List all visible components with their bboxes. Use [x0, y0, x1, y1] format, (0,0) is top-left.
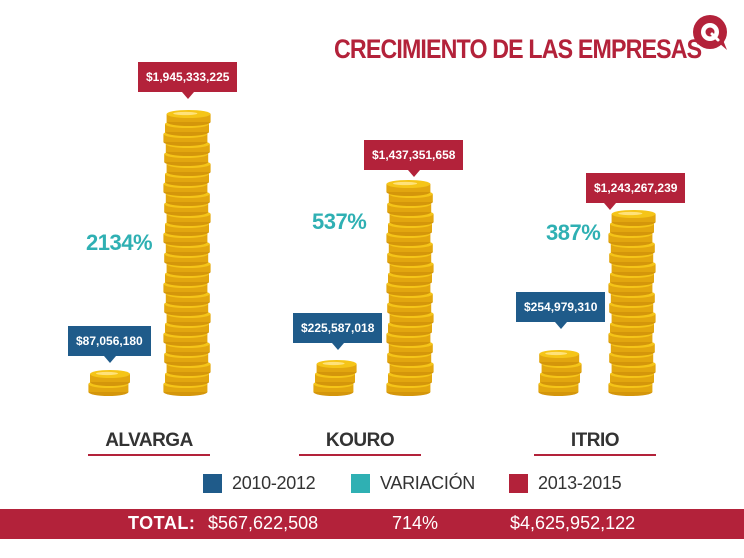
legend-label-variacion: VARIACIÓN — [380, 473, 475, 493]
stack-2013-2015-itrio-coin — [611, 210, 656, 226]
value-label-2010-2012-itrio: $254,979,310 — [516, 292, 606, 329]
chat-bubble-q-logo-icon — [693, 15, 727, 50]
legend-swatch-2013-2015 — [509, 474, 528, 493]
totals-label: TOTAL: — [128, 513, 196, 533]
stack-2013-2015-itrio — [608, 210, 656, 396]
coin-stacks — [88, 110, 656, 396]
variation-label-kouro: 537% — [312, 209, 367, 234]
total-2010-2012: $567,622,508 — [208, 513, 319, 533]
variation-label-itrio: 387% — [546, 220, 601, 245]
stack-2013-2015-kouro-coin — [386, 180, 431, 196]
stack-2010-2012-kouro — [313, 360, 357, 396]
stack-2010-2012-itrio — [538, 350, 582, 396]
stack-2010-2012-kouro-coin — [316, 360, 357, 376]
stack-2013-2015-alvarga — [163, 110, 211, 396]
stack-2010-2012-alvarga — [88, 370, 130, 396]
stack-2010-2012-alvarga-coin — [90, 370, 130, 386]
category-underline-alvarga — [88, 454, 210, 456]
value-label-2010-2012-alvarga: $87,056,180 — [68, 326, 151, 363]
legend-item-2010-2012: 2010-2012 — [203, 473, 316, 494]
category-underline-kouro — [299, 454, 421, 456]
variation-label-alvarga: 2134% — [86, 230, 153, 255]
legend: 2010-2012 VARIACIÓN 2013-2015 — [0, 473, 744, 497]
stack-2010-2012-itrio-coin — [539, 350, 580, 366]
value-label-2013-2015-kouro: $1,437,351,658 — [364, 140, 464, 177]
legend-label-2013-2015: 2013-2015 — [538, 473, 622, 493]
legend-swatch-2010-2012 — [203, 474, 222, 493]
legend-label-2010-2012: 2010-2012 — [232, 473, 316, 493]
total-variation: 714% — [392, 513, 439, 533]
value-label-2013-2015-alvarga: $1,945,333,225 — [138, 62, 238, 99]
category-label-kouro: KOURO — [325, 430, 395, 451]
legend-swatch-variacion — [351, 474, 370, 493]
totals-bar: TOTAL: $567,622,508 714% $4,625,952,122 — [0, 509, 744, 539]
stack-2013-2015-kouro — [386, 180, 434, 396]
category-label-itrio: ITRIO — [570, 430, 620, 451]
category-underline-itrio — [534, 454, 656, 456]
stack-2013-2015-alvarga-coin — [166, 110, 211, 126]
total-2013-2015: $4,625,952,122 — [510, 513, 636, 533]
category-label-alvarga: ALVARGA — [105, 430, 193, 451]
value-label-2010-2012-kouro: $225,587,018 — [293, 313, 383, 350]
legend-item-2013-2015: 2013-2015 — [509, 473, 622, 494]
legend-item-variacion: VARIACIÓN — [351, 473, 475, 494]
value-label-2013-2015-itrio: $1,243,267,239 — [586, 173, 686, 210]
